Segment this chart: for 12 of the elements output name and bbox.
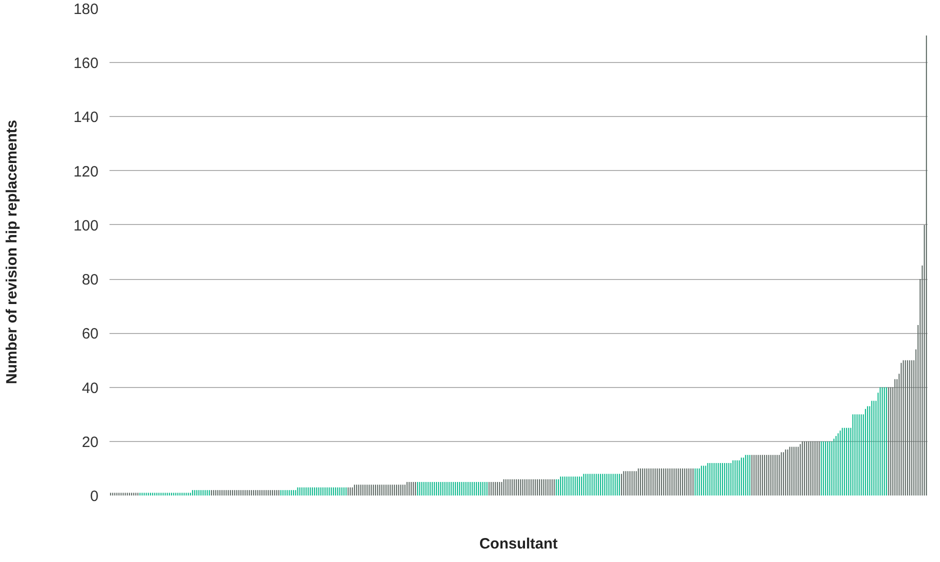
y-axis-title: Number of revision hip replacements — [3, 120, 20, 384]
y-tick-label: 120 — [73, 163, 99, 180]
y-tick-label: 160 — [73, 55, 99, 72]
y-tick-label: 40 — [82, 380, 99, 397]
x-axis-title: Consultant — [479, 536, 558, 552]
y-tick-label: 0 — [90, 488, 98, 505]
y-tick-label: 60 — [82, 326, 99, 343]
y-tick-label: 80 — [82, 272, 99, 289]
y-tick-label: 180 — [73, 1, 99, 18]
y-tick-label: 100 — [73, 217, 99, 234]
y-tick-label: 20 — [82, 434, 99, 451]
y-tick-label: 140 — [73, 109, 99, 126]
